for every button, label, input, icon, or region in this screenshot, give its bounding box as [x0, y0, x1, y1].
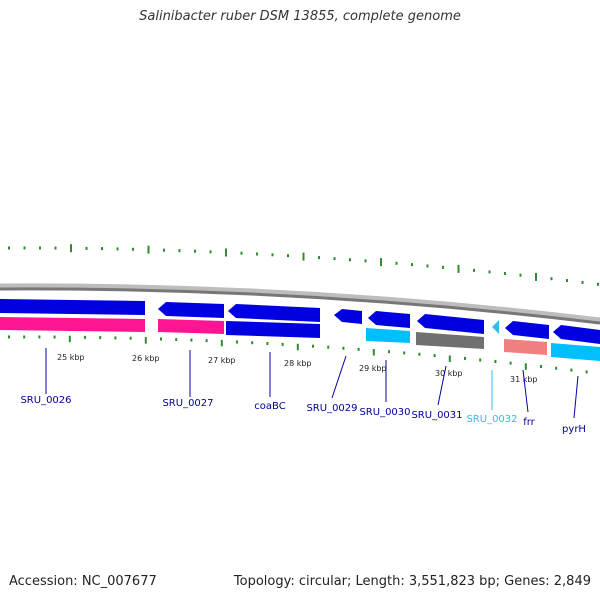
category-bar[interactable] — [504, 339, 547, 355]
gene-label-leaders — [45, 348, 579, 419]
gene-arrow[interactable] — [0, 299, 145, 315]
gene-label[interactable]: SRU_0027 — [162, 398, 213, 409]
label-leader-line — [522, 369, 529, 413]
gene-labels: SRU_0026 SRU_0027 coaBC SRU_0029 SRU_003… — [20, 395, 585, 435]
scale-label: 26 kbp — [132, 354, 160, 363]
scale-label: 29 kbp — [359, 364, 387, 373]
top-gc-ticks — [8, 244, 599, 286]
gene-arrow[interactable] — [334, 309, 362, 324]
scale-label: 30 kbp — [435, 369, 463, 378]
category-bar[interactable] — [551, 343, 600, 361]
gene-arrow[interactable] — [553, 325, 600, 344]
gene-label[interactable]: SRU_0031 — [411, 410, 462, 421]
gene-arrow[interactable] — [368, 311, 410, 328]
backbone-track — [0, 283, 600, 325]
feature-tracks — [0, 299, 600, 361]
gene-label[interactable]: SRU_0030 — [359, 407, 410, 418]
category-bar[interactable] — [226, 321, 320, 338]
gene-label[interactable]: frr — [523, 417, 535, 428]
label-leader-line — [331, 355, 347, 399]
label-leader-line — [437, 365, 447, 406]
scale-ticks — [8, 335, 588, 374]
gene-arrow[interactable] — [158, 302, 224, 318]
gene-label[interactable]: SRU_0032 — [466, 414, 517, 425]
scale-label: 27 kbp — [208, 356, 236, 365]
gene-arrow[interactable] — [505, 321, 549, 339]
backbone-line — [0, 287, 600, 325]
category-bar[interactable] — [366, 328, 410, 343]
category-bar[interactable] — [0, 317, 145, 332]
figure-title: Salinibacter ruber DSM 13855, complete g… — [139, 9, 461, 24]
category-bar[interactable] — [158, 319, 224, 334]
category-bar[interactable] — [416, 332, 484, 349]
genome-summary-text: Topology: circular; Length: 3,551,823 bp… — [233, 574, 591, 589]
scale-label: 28 kbp — [284, 359, 312, 368]
gene-label[interactable]: SRU_0029 — [306, 403, 357, 414]
accession-text: Accession: NC_007677 — [9, 574, 157, 589]
gene-arrow[interactable] — [492, 320, 499, 334]
gene-label[interactable]: pyrH — [562, 424, 586, 435]
scale-label: 25 kbp — [57, 353, 85, 362]
backbone-shadow — [0, 283, 600, 323]
gene-arrow[interactable] — [228, 304, 320, 322]
label-leader-line — [573, 375, 579, 419]
gene-label[interactable]: SRU_0026 — [20, 395, 71, 406]
gene-label[interactable]: coaBC — [254, 401, 285, 412]
gene-arrow[interactable] — [417, 314, 484, 334]
